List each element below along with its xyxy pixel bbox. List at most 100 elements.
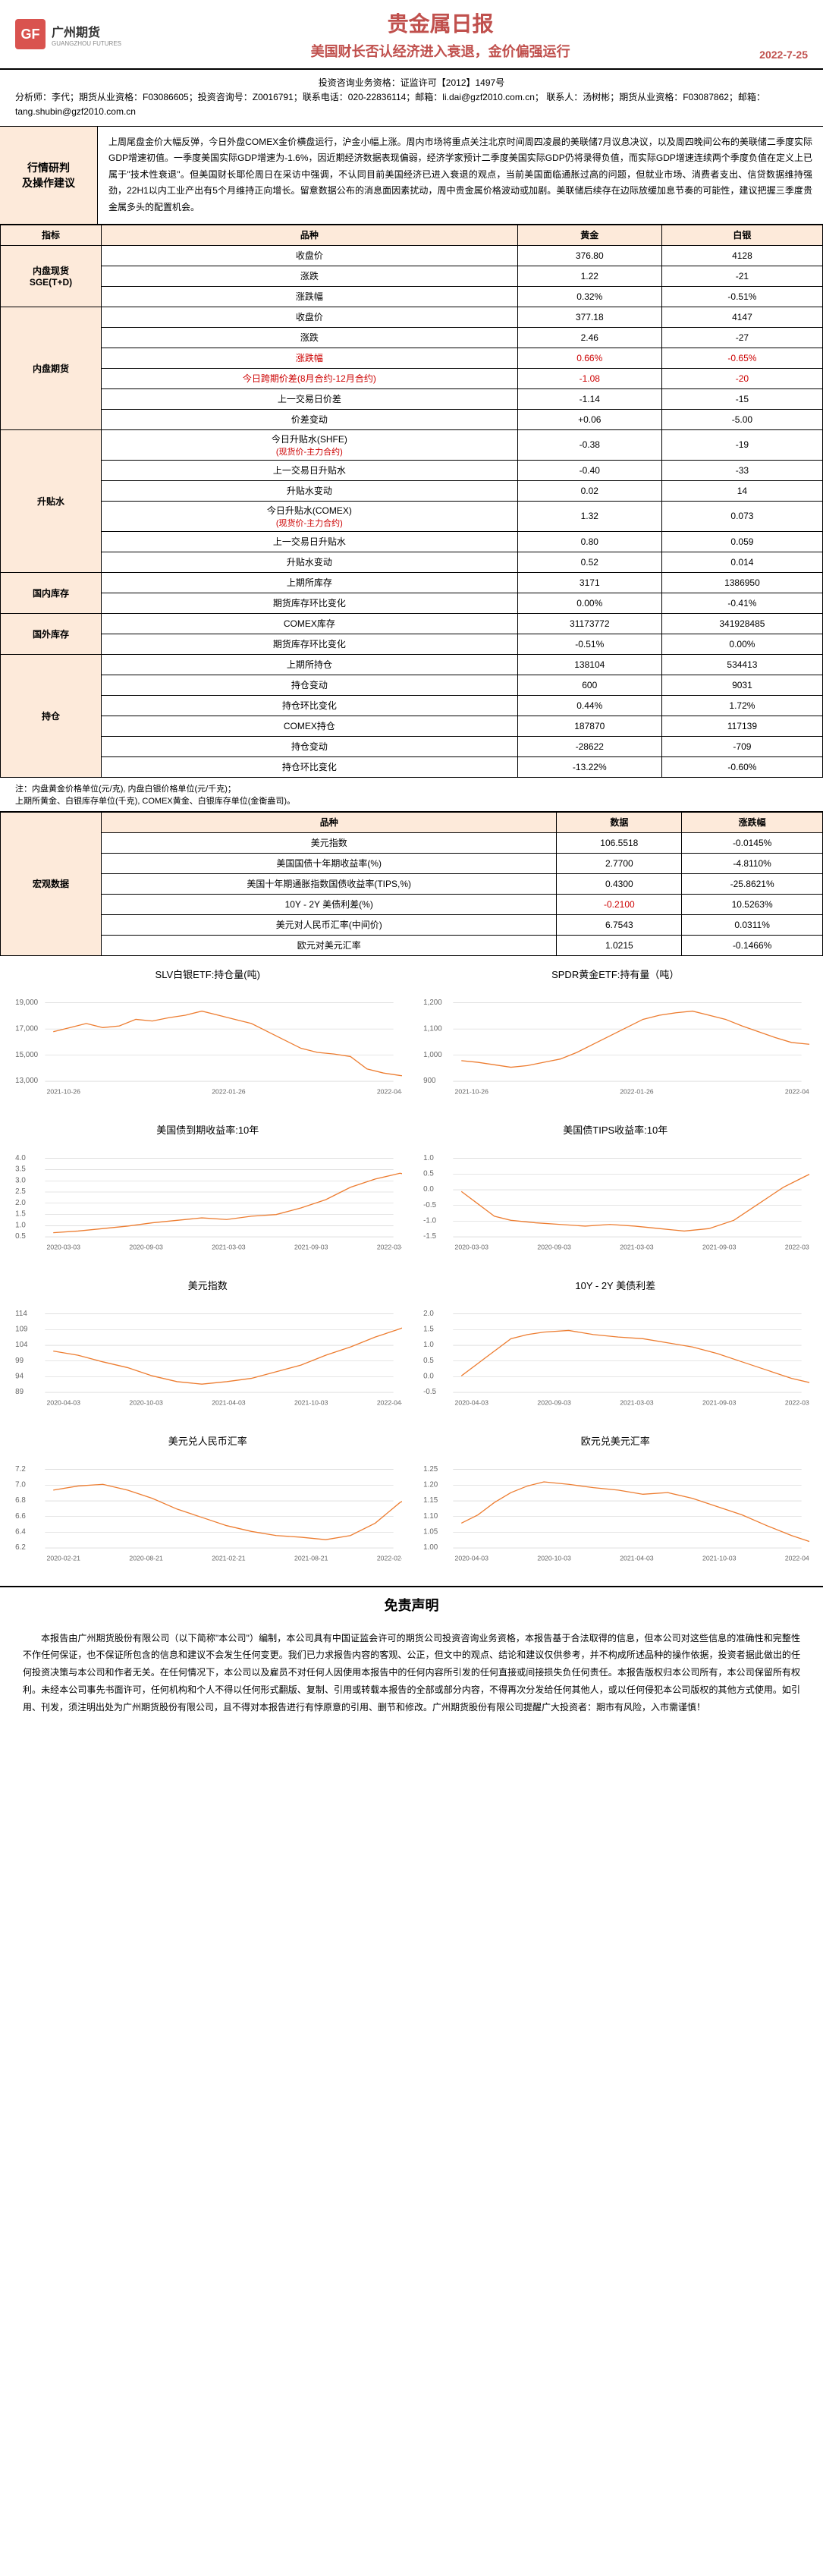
svg-text:1.10: 1.10 (423, 1511, 438, 1520)
svg-text:1.00: 1.00 (423, 1543, 438, 1552)
svg-text:109: 109 (15, 1325, 27, 1333)
svg-text:0.5: 0.5 (423, 1356, 434, 1364)
svg-text:1.15: 1.15 (423, 1496, 438, 1505)
svg-text:7.2: 7.2 (15, 1464, 26, 1473)
svg-text:13,000: 13,000 (15, 1077, 38, 1085)
svg-text:2022-04-03: 2022-04-03 (377, 1398, 402, 1406)
svg-text:2021-09-03: 2021-09-03 (702, 1243, 737, 1250)
svg-text:2022-03-03: 2022-03-03 (377, 1243, 402, 1250)
svg-text:1.5: 1.5 (15, 1209, 26, 1218)
logo-icon: GF (15, 19, 46, 49)
svg-text:3.0: 3.0 (15, 1176, 26, 1184)
svg-text:99: 99 (15, 1356, 24, 1364)
svg-text:6.6: 6.6 (15, 1511, 26, 1520)
svg-text:2020-03-03: 2020-03-03 (454, 1243, 488, 1250)
svg-text:2020-02-21: 2020-02-21 (47, 1554, 81, 1562)
logo: GF 广州期货 GUANGZHOU FUTURES (15, 19, 121, 49)
svg-text:1.05: 1.05 (423, 1527, 438, 1536)
analysis-text: 上周尾盘金价大幅反弹，今日外盘COMEX金价横盘运行，沪金小幅上涨。周内市场将重… (98, 127, 823, 224)
svg-text:2022-04-03: 2022-04-03 (784, 1554, 809, 1562)
svg-text:2020-03-03: 2020-03-03 (47, 1243, 81, 1250)
report-subtitle: 美国财长否认经济进入衰退，金价偏强运行 (121, 41, 759, 61)
svg-text:2021-04-03: 2021-04-03 (620, 1554, 654, 1562)
svg-text:0.0: 0.0 (423, 1372, 434, 1380)
svg-text:2022-04-26: 2022-04-26 (377, 1087, 402, 1095)
svg-text:1,200: 1,200 (423, 998, 442, 1006)
analysis-label: 行情研判 及操作建议 (0, 127, 98, 224)
svg-text:2020-04-03: 2020-04-03 (47, 1398, 81, 1406)
svg-text:2020-04-03: 2020-04-03 (454, 1398, 488, 1406)
svg-text:2021-04-03: 2021-04-03 (212, 1398, 246, 1406)
analysis-section: 行情研判 及操作建议 上周尾盘金价大幅反弹，今日外盘COMEX金价横盘运行，沪金… (0, 127, 823, 225)
svg-text:6.2: 6.2 (15, 1543, 26, 1552)
svg-text:2021-03-03: 2021-03-03 (620, 1243, 654, 1250)
svg-text:2022-03-03: 2022-03-03 (784, 1398, 809, 1406)
svg-text:2021-10-26: 2021-10-26 (454, 1087, 488, 1095)
svg-text:2021-03-03: 2021-03-03 (620, 1398, 654, 1406)
analyst-info: 投资咨询业务资格：证监许可【2012】1497号 分析师：李代；期货从业资格：F… (0, 70, 823, 127)
svg-text:2021-08-21: 2021-08-21 (294, 1554, 328, 1562)
svg-text:2021-10-03: 2021-10-03 (702, 1554, 737, 1562)
svg-text:4.0: 4.0 (15, 1153, 26, 1162)
svg-text:2022-02-21: 2022-02-21 (377, 1554, 402, 1562)
svg-text:1.25: 1.25 (423, 1464, 438, 1473)
disclaimer-title: 免责声明 (0, 1586, 823, 1622)
svg-text:89: 89 (15, 1388, 24, 1396)
svg-text:15,000: 15,000 (15, 1050, 38, 1058)
svg-text:-1.0: -1.0 (423, 1216, 436, 1225)
report-header: GF 广州期货 GUANGZHOU FUTURES 贵金属日报 美国财长否认经济… (0, 0, 823, 70)
svg-text:2022-03-03: 2022-03-03 (784, 1243, 809, 1250)
logo-en: GUANGZHOU FUTURES (52, 40, 121, 47)
disclaimer-body: 本报告由广州期货股份有限公司（以下简称"本公司"）编制，本公司具有中国证监会许可… (0, 1622, 823, 1739)
svg-text:1.20: 1.20 (423, 1480, 438, 1489)
svg-text:2021-09-03: 2021-09-03 (702, 1398, 737, 1406)
svg-text:2020-09-03: 2020-09-03 (129, 1243, 163, 1250)
svg-text:2022-04-26: 2022-04-26 (784, 1087, 809, 1095)
svg-text:2022-01-26: 2022-01-26 (212, 1087, 246, 1095)
svg-text:1.0: 1.0 (423, 1153, 434, 1162)
svg-text:94: 94 (15, 1372, 24, 1380)
svg-text:1.0: 1.0 (423, 1341, 434, 1349)
table-note: 注：内盘黄金价格单位(元/克), 内盘白银价格单位(元/千克)； 上期所黄金、白… (0, 778, 823, 812)
logo-cn: 广州期货 (52, 22, 121, 40)
svg-text:2020-08-21: 2020-08-21 (129, 1554, 163, 1562)
macro-table: 宏观数据品种数据涨跌幅美元指数106.5518-0.0145%美国国债十年期收益… (0, 812, 823, 956)
svg-text:0.5: 0.5 (423, 1169, 434, 1178)
charts-grid: SLV白银ETF:持仓量(吨)19,00017,00015,00013,0002… (0, 956, 823, 1586)
data-table-main: 指标品种黄金白银 内盘现货 SGE(T+D)收盘价376.804128涨跌1.2… (0, 225, 823, 778)
svg-text:2020-09-03: 2020-09-03 (537, 1398, 571, 1406)
svg-text:2020-04-03: 2020-04-03 (454, 1554, 488, 1562)
report-title: 贵金属日报 (121, 8, 759, 38)
svg-text:1.0: 1.0 (15, 1221, 26, 1229)
svg-text:17,000: 17,000 (15, 1024, 38, 1033)
report-date: 2022-7-25 (759, 49, 808, 61)
svg-text:2.5: 2.5 (15, 1187, 26, 1196)
svg-text:2020-09-03: 2020-09-03 (537, 1243, 571, 1250)
svg-text:2021-09-03: 2021-09-03 (294, 1243, 328, 1250)
svg-text:2020-10-03: 2020-10-03 (129, 1398, 163, 1406)
svg-text:-0.5: -0.5 (423, 1200, 436, 1209)
svg-text:2021-03-03: 2021-03-03 (212, 1243, 246, 1250)
svg-text:2020-10-03: 2020-10-03 (537, 1554, 571, 1562)
svg-text:2022-01-26: 2022-01-26 (620, 1087, 654, 1095)
svg-text:2021-10-03: 2021-10-03 (294, 1398, 328, 1406)
svg-text:-1.5: -1.5 (423, 1232, 436, 1241)
svg-text:0.0: 0.0 (423, 1185, 434, 1194)
svg-text:7.0: 7.0 (15, 1480, 26, 1489)
svg-text:3.5: 3.5 (15, 1165, 26, 1173)
svg-text:1,000: 1,000 (423, 1050, 442, 1058)
svg-text:2021-10-26: 2021-10-26 (47, 1087, 81, 1095)
svg-text:1,100: 1,100 (423, 1024, 442, 1033)
svg-text:114: 114 (15, 1309, 27, 1317)
svg-text:900: 900 (423, 1077, 436, 1085)
svg-text:6.4: 6.4 (15, 1527, 26, 1536)
svg-text:2.0: 2.0 (15, 1198, 26, 1206)
svg-text:0.5: 0.5 (15, 1232, 26, 1241)
svg-text:19,000: 19,000 (15, 998, 38, 1006)
svg-text:104: 104 (15, 1341, 28, 1349)
svg-text:1.5: 1.5 (423, 1325, 434, 1333)
svg-text:6.8: 6.8 (15, 1496, 26, 1505)
svg-text:2021-02-21: 2021-02-21 (212, 1554, 246, 1562)
svg-text:2.0: 2.0 (423, 1309, 434, 1317)
svg-text:-0.5: -0.5 (423, 1388, 436, 1396)
